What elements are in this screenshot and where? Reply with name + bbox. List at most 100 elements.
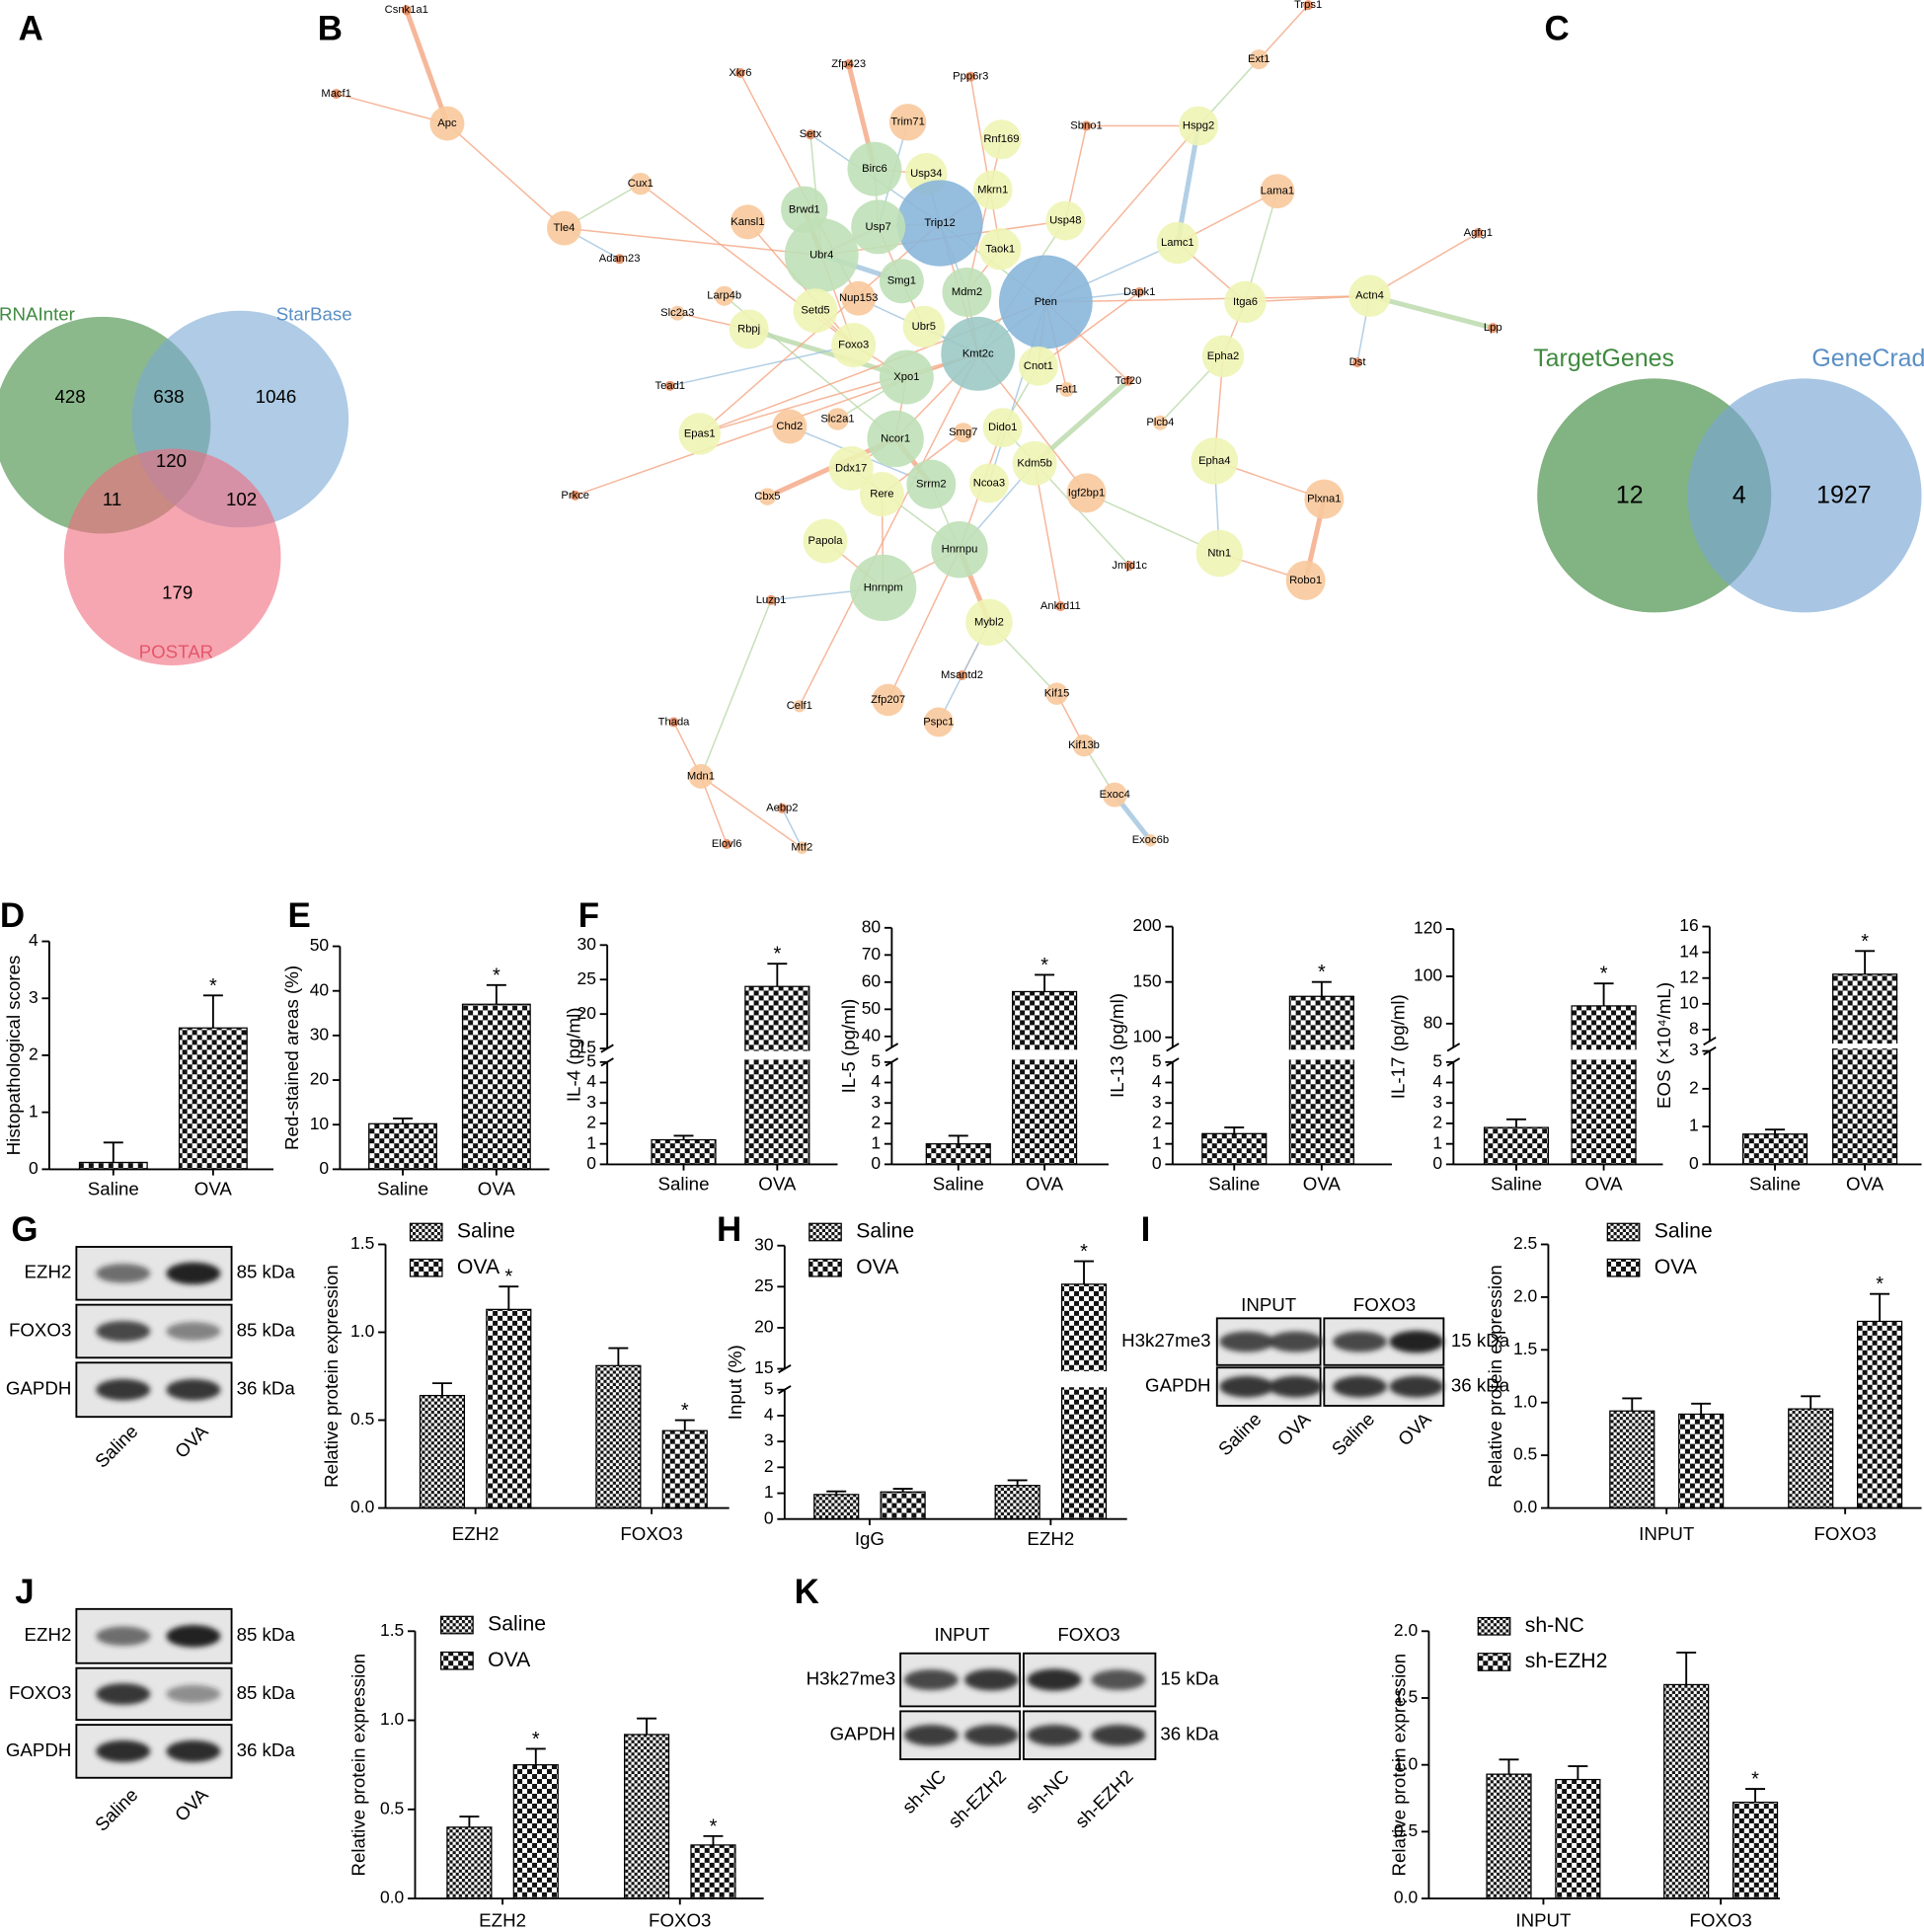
network-node	[843, 59, 854, 70]
blot-band	[1333, 1331, 1387, 1352]
error-bar	[1506, 1118, 1526, 1128]
bar	[1732, 1801, 1779, 1899]
network-edge	[1258, 4, 1309, 60]
node-label: Epha4	[1198, 455, 1230, 467]
y-tick-label: 20	[754, 1317, 774, 1337]
y-tick-label: 5	[764, 1378, 774, 1398]
bar	[1012, 990, 1078, 1166]
legend-swatch	[409, 1222, 443, 1242]
blot-band	[1219, 1331, 1274, 1352]
y-tick-label: 100	[1414, 966, 1442, 985]
y-tick-label: 5	[1152, 1050, 1162, 1070]
blot-group-label: INPUT	[1241, 1294, 1296, 1315]
blot-lane-label: OVA	[171, 1421, 212, 1462]
x-tick-label: OVA	[1303, 1174, 1342, 1195]
y-tick-label: 25	[754, 1275, 773, 1295]
legend-swatch	[808, 1222, 842, 1242]
error-bar	[1622, 1397, 1643, 1412]
network-node	[401, 5, 412, 16]
y-tick-label: 4	[1432, 1071, 1442, 1091]
network-node	[678, 413, 721, 455]
node-label: Ddx17	[835, 462, 867, 474]
blot-lane-label: OVA	[1394, 1408, 1435, 1449]
network-node	[968, 463, 1009, 503]
error-bar	[1870, 1292, 1890, 1322]
legend-swatch	[808, 1258, 842, 1277]
network-node	[957, 670, 967, 681]
x-tick-label: FOXO3	[649, 1910, 711, 1931]
network-node	[1285, 560, 1326, 600]
node-label: Exoc6b	[1132, 834, 1169, 846]
network-node	[722, 838, 732, 849]
network-node	[1066, 473, 1107, 513]
network-node	[758, 488, 777, 505]
legend-label: Saline	[488, 1613, 546, 1636]
break-mark	[1166, 1043, 1180, 1067]
bar	[925, 1143, 991, 1166]
network-node	[872, 683, 904, 717]
network-node	[1122, 375, 1133, 386]
error-bar	[892, 1488, 913, 1493]
node-label: Ext1	[1248, 53, 1270, 65]
y-tick-label: 150	[1133, 970, 1162, 990]
significance-mark: *	[1876, 1274, 1884, 1295]
error-bar	[608, 1347, 629, 1366]
network-node	[772, 409, 808, 444]
node-label: Trps1	[1294, 0, 1322, 11]
network-edge	[700, 599, 772, 777]
y-tick-label: 15	[577, 1038, 595, 1057]
y-tick-label: 2.0	[1394, 1620, 1419, 1640]
node-label: Plxna1	[1307, 494, 1341, 505]
bar	[1060, 1283, 1108, 1520]
network-node	[942, 268, 992, 317]
network-node	[1473, 228, 1484, 239]
network-node	[1081, 120, 1092, 131]
y-tick-label: 5	[586, 1050, 596, 1070]
legend-swatch	[440, 1615, 474, 1635]
network-node	[668, 717, 679, 728]
bar	[1571, 1005, 1637, 1166]
bar	[1483, 1126, 1550, 1166]
bar	[461, 1003, 531, 1171]
y-tick-label: 3	[1432, 1092, 1442, 1112]
y-tick-label: 0	[1152, 1153, 1162, 1173]
network-node	[547, 210, 581, 246]
network-node	[923, 707, 954, 737]
x-tick-label: INPUT	[1639, 1523, 1694, 1544]
network-node	[888, 104, 927, 141]
y-tick-label: 1	[871, 1132, 881, 1152]
bar	[419, 1394, 466, 1509]
network-node	[1201, 335, 1245, 378]
y-tick-label: 1.0	[350, 1321, 375, 1341]
network-node	[981, 119, 1022, 160]
venn-count: 120	[156, 450, 187, 471]
node-label: Luzp1	[756, 594, 787, 606]
y-tick-label: 12	[1679, 966, 1698, 986]
venn-set-label: RNAInter	[0, 304, 75, 325]
network-node	[896, 180, 983, 267]
network-node	[1195, 529, 1243, 578]
network-edge	[1045, 294, 1370, 303]
network-node	[931, 521, 988, 579]
node-label: Mybl2	[974, 616, 1004, 628]
error-bar	[1007, 1479, 1028, 1486]
node-label: Rbpj	[737, 323, 760, 335]
node-label: Cux1	[628, 178, 654, 190]
network-node	[965, 71, 976, 82]
error-bar	[1568, 1765, 1588, 1780]
node-label: Exoc4	[1100, 789, 1130, 801]
y-tick-label: 8	[1689, 1018, 1699, 1038]
y-tick-label: 0.0	[1394, 1888, 1419, 1907]
bar	[1741, 1133, 1809, 1166]
y-tick-label: 14	[1679, 941, 1699, 961]
venn-count: 1927	[1816, 482, 1871, 509]
y-tick-label: 100	[1133, 1026, 1162, 1045]
y-tick-label: 0.0	[1513, 1497, 1538, 1516]
y-tick-label: 1.5	[1513, 1339, 1537, 1358]
blot-band	[166, 1684, 221, 1704]
node-label: Mdn1	[687, 770, 715, 782]
y-tick-label: 1	[29, 1101, 38, 1121]
node-label: Smg7	[949, 426, 977, 438]
node-label: Elovl6	[712, 838, 742, 850]
panel-letter: C	[1545, 10, 1570, 48]
